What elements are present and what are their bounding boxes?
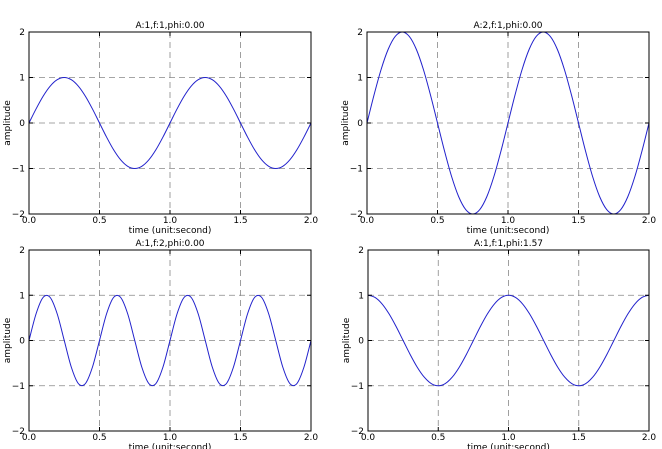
y-tick-label: 0 — [358, 337, 364, 347]
subplot-1: 0.0 0.5 1.0 1.5 2.0 −2 −1 0 1 2 A:1,f:1,phi:0.00 ti… — [3, 21, 318, 236]
x-tick-label: 2.0 — [642, 216, 657, 226]
x-tick-label: 0.5 — [430, 216, 444, 226]
subplot-title: A:2,f:1,phi:0.00 — [473, 21, 542, 31]
y-tick-label: 1 — [19, 291, 25, 301]
y-tick-label: 2 — [357, 28, 363, 38]
y-tick-label: −2 — [351, 427, 364, 437]
x-axis-label: time (unit:second) — [129, 226, 212, 236]
x-tick-label: 0.5 — [92, 433, 106, 443]
y-tick-label: 2 — [358, 246, 364, 256]
subplot-title: A:1,f:2,phi:0.00 — [135, 239, 204, 249]
x-tick-label: 1.5 — [233, 433, 247, 443]
series-line — [367, 294, 650, 387]
y-tick-label: −1 — [12, 382, 25, 392]
subplot-4: 0.0 0.5 1.0 1.5 2.0 −2 −1 0 1 2 A:1,f:1,phi:1.57 ti… — [342, 239, 656, 449]
x-tick-label: 0.0 — [22, 433, 37, 443]
subplot-3: 0.0 0.5 1.0 1.5 2.0 −2 −1 0 1 2 A:1,f:2,phi:0.00 ti… — [3, 239, 318, 449]
y-tick-label: −2 — [350, 210, 363, 220]
x-tick-label: 1.5 — [571, 216, 585, 226]
y-tick-label: 1 — [357, 74, 363, 84]
x-tick-label: 2.0 — [304, 433, 319, 443]
x-tick-label: 0.5 — [431, 433, 445, 443]
series-line — [28, 76, 312, 170]
y-tick-label: 0 — [19, 337, 25, 347]
subplot-2: 0.0 0.5 1.0 1.5 2.0 −2 −1 0 1 2 A:2,f:1,phi:0.00 ti… — [341, 21, 656, 236]
series-line — [28, 294, 312, 387]
y-tick-label: −1 — [350, 165, 363, 175]
y-tick-label: −2 — [12, 427, 25, 437]
x-axis-label: time (unit:second) — [467, 443, 550, 449]
subplot-title: A:1,f:1,phi:0.00 — [135, 21, 204, 31]
x-tick-label: 1.0 — [501, 216, 516, 226]
x-axis-label: time (unit:second) — [129, 443, 212, 449]
y-axis-label: amplitude — [3, 100, 13, 146]
x-tick-label: 0.0 — [22, 216, 37, 226]
y-tick-label: 1 — [358, 291, 364, 301]
x-tick-label: 0.5 — [92, 216, 106, 226]
y-tick-label: 0 — [357, 119, 363, 129]
x-tick-label: 2.0 — [304, 216, 319, 226]
y-tick-label: 1 — [19, 74, 25, 84]
series-line — [366, 31, 650, 215]
x-axis-label: time (unit:second) — [467, 226, 550, 236]
y-tick-label: 2 — [19, 28, 25, 38]
y-axis-label: amplitude — [3, 317, 13, 363]
y-tick-label: −2 — [12, 210, 25, 220]
x-tick-label: 1.5 — [572, 433, 586, 443]
subplot-title: A:1,f:1,phi:1.57 — [474, 239, 543, 249]
x-tick-label: 1.0 — [163, 433, 178, 443]
x-tick-label: 1.0 — [163, 216, 178, 226]
y-axis-label: amplitude — [342, 317, 352, 363]
x-tick-label: 0.0 — [361, 433, 376, 443]
y-tick-label: −1 — [12, 165, 25, 175]
y-tick-label: 0 — [19, 119, 25, 129]
y-tick-label: −1 — [351, 382, 364, 392]
x-tick-label: 1.0 — [501, 433, 516, 443]
y-axis-label: amplitude — [341, 100, 351, 146]
y-tick-label: 2 — [19, 246, 25, 256]
x-tick-label: 2.0 — [642, 433, 657, 443]
x-tick-label: 0.0 — [360, 216, 375, 226]
x-tick-label: 1.5 — [233, 216, 247, 226]
